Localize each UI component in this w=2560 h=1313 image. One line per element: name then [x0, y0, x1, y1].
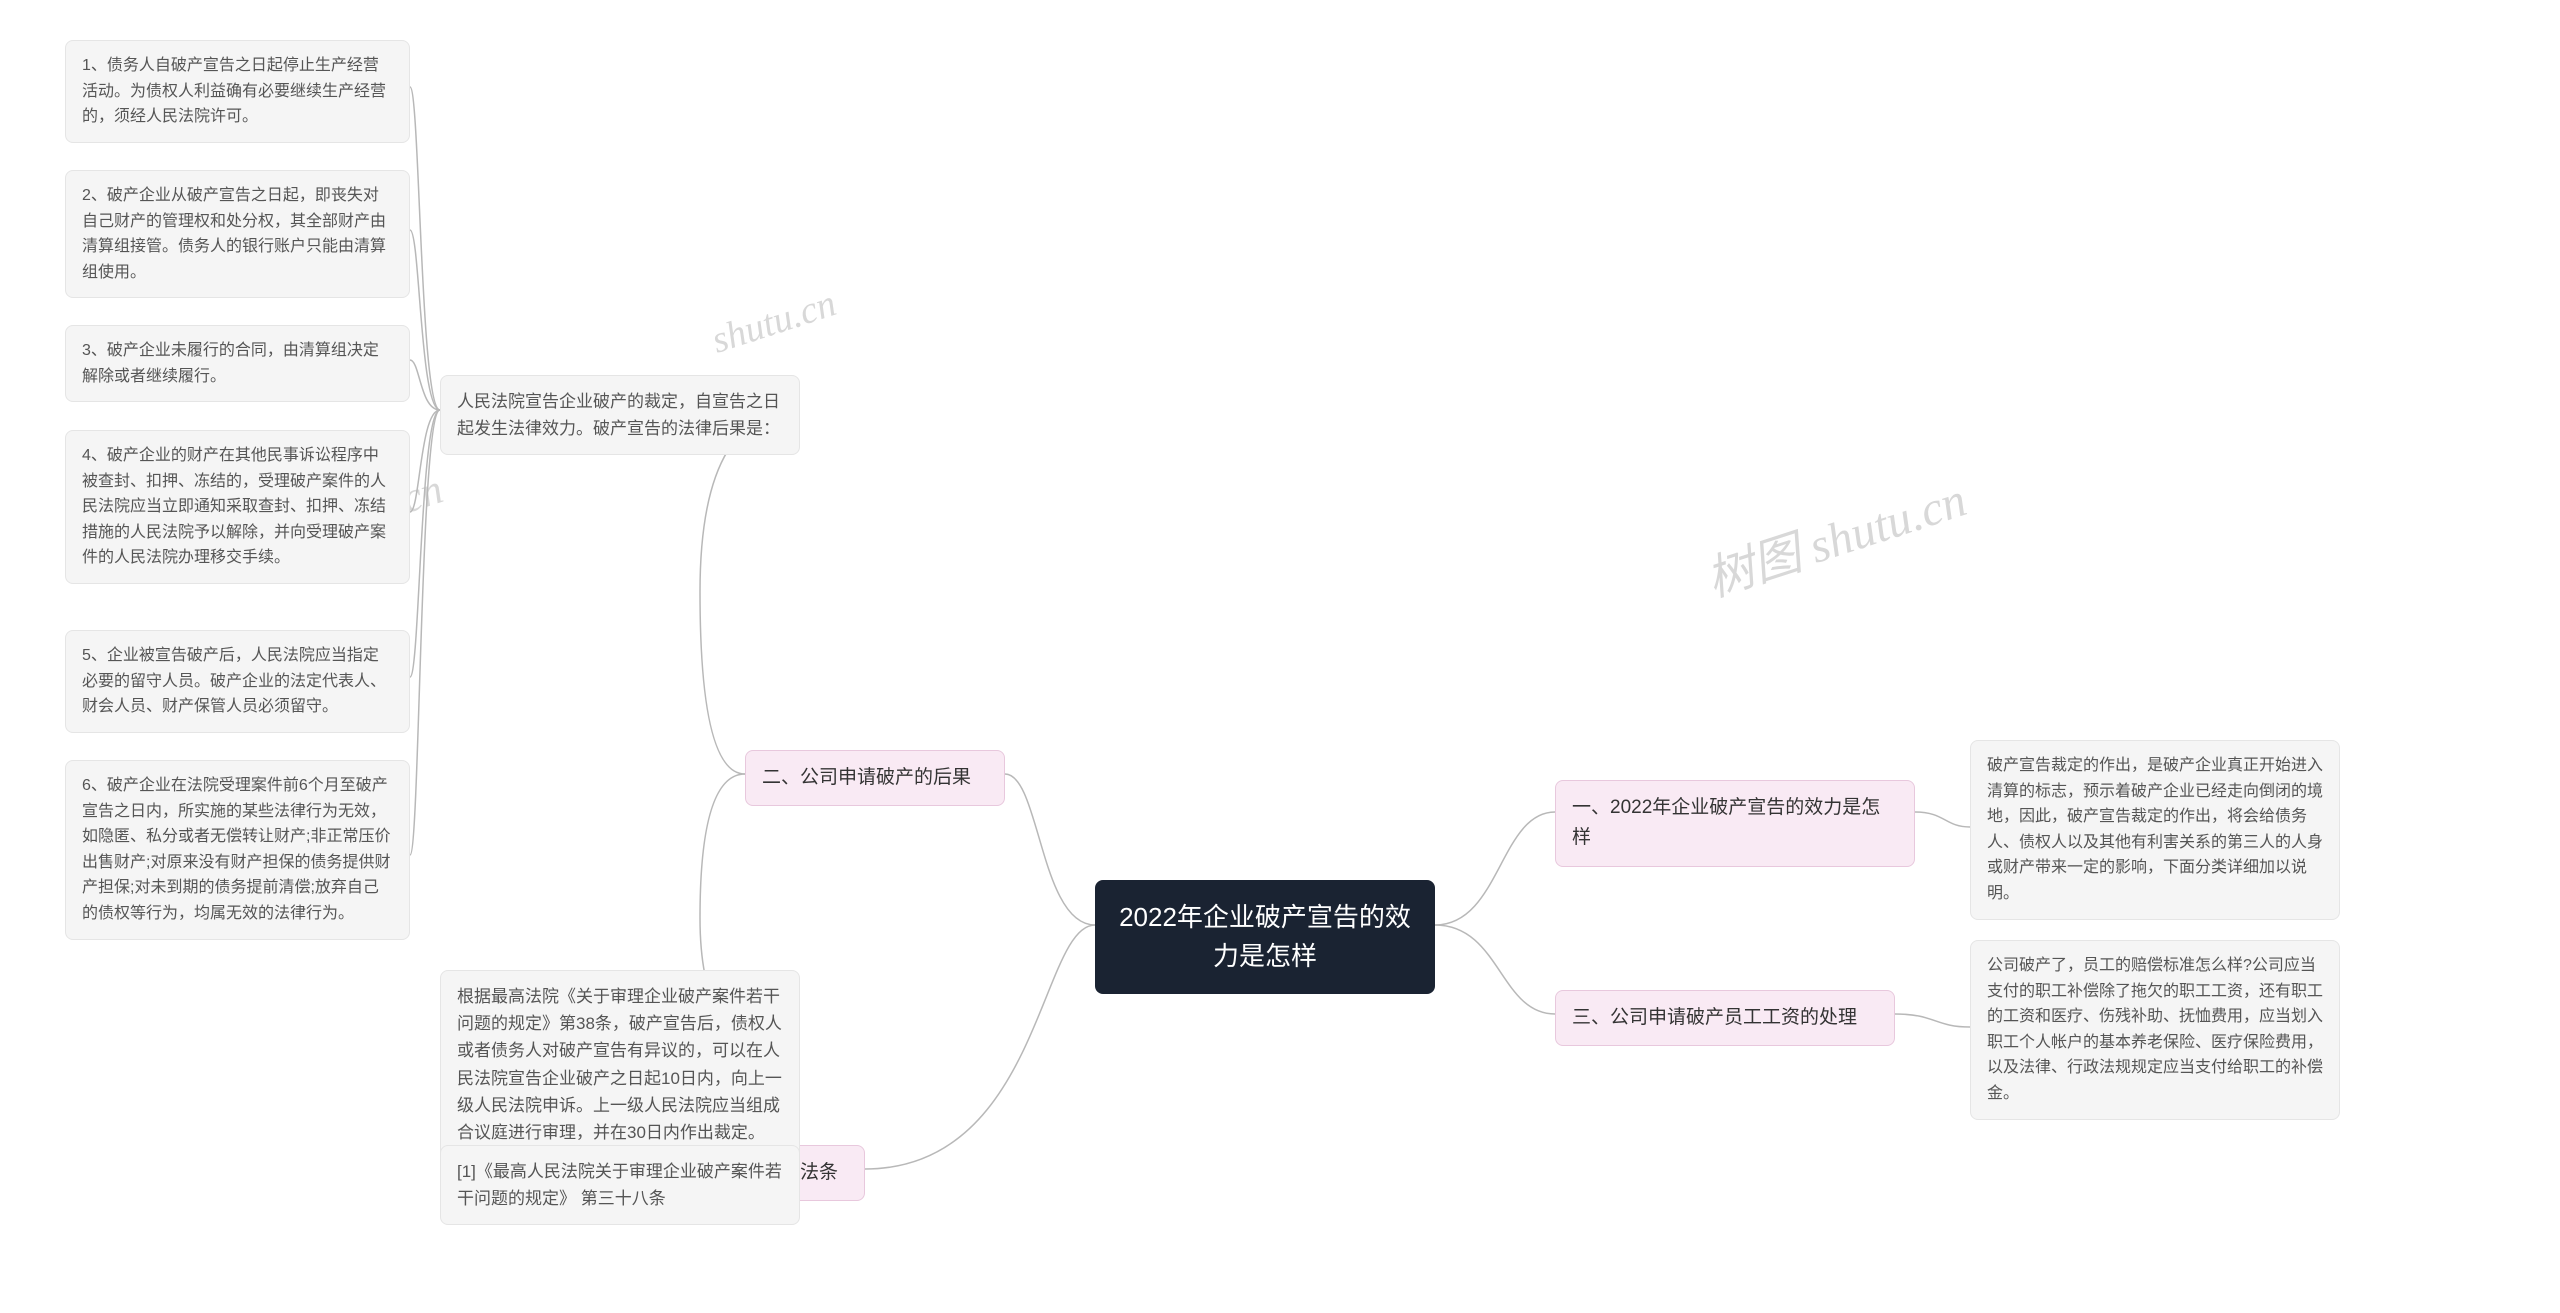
- leaf-1-text: 1、债务人自破产宣告之日起停止生产经营活动。为债权人利益确有必要继续生产经营的，…: [82, 57, 386, 125]
- leaf-6: 6、破产企业在法院受理案件前6个月至破产宣告之日内，所实施的某些法律行为无效，如…: [65, 760, 410, 940]
- leaf-2-text: 2、破产企业从破产宣告之日起，即丧失对自己财产的管理权和处分权，其全部财产由清算…: [82, 187, 386, 281]
- sub-b2-2: 根据最高法院《关于审理企业破产案件若干问题的规定》第38条，破产宣告后，债权人或…: [440, 970, 800, 1159]
- leaf-6-text: 6、破产企业在法院受理案件前6个月至破产宣告之日内，所实施的某些法律行为无效，如…: [82, 777, 390, 922]
- branch-2: 二、公司申请破产的后果: [745, 750, 1005, 806]
- leaf-4: 4、破产企业的财产在其他民事诉讼程序中被查封、扣押、冻结的，受理破产案件的人民法…: [65, 430, 410, 584]
- branch-3-text: 三、公司申请破产员工工资的处理: [1572, 1007, 1857, 1028]
- leaf-1: 1、债务人自破产宣告之日起停止生产经营活动。为债权人利益确有必要继续生产经营的，…: [65, 40, 410, 143]
- sub-b4-1-text: [1]《最高人民法院关于审理企业破产案件若干问题的规定》 第三十八条: [457, 1162, 782, 1208]
- sub-b2-2-text: 根据最高法院《关于审理企业破产案件若干问题的规定》第38条，破产宣告后，债权人或…: [457, 987, 782, 1142]
- leaf-3-text: 3、破产企业未履行的合同，由清算组决定解除或者继续履行。: [82, 342, 379, 385]
- leaf-2: 2、破产企业从破产宣告之日起，即丧失对自己财产的管理权和处分权，其全部财产由清算…: [65, 170, 410, 298]
- leaf-5-text: 5、企业被宣告破产后，人民法院应当指定必要的留守人员。破产企业的法定代表人、财会…: [82, 647, 386, 715]
- leaf-b1-1-text: 破产宣告裁定的作出，是破产企业真正开始进入清算的标志，预示着破产企业已经走向倒闭…: [1987, 757, 2323, 902]
- watermark-3: 树图 shutu.cn: [1696, 460, 1974, 610]
- leaf-b3-1-text: 公司破产了，员工的赔偿标准怎么样?公司应当支付的职工补偿除了拖欠的职工工资，还有…: [1987, 957, 2323, 1102]
- leaf-4-text: 4、破产企业的财产在其他民事诉讼程序中被查封、扣押、冻结的，受理破产案件的人民法…: [82, 447, 386, 566]
- sub-b2-1-text: 人民法院宣告企业破产的裁定，自宣告之日起发生法律效力。破产宣告的法律后果是：: [457, 392, 780, 438]
- root-text: 2022年企业破产宣告的效力是怎样: [1119, 902, 1411, 971]
- leaf-b1-1: 破产宣告裁定的作出，是破产企业真正开始进入清算的标志，预示着破产企业已经走向倒闭…: [1970, 740, 2340, 920]
- sub-b2-1: 人民法院宣告企业破产的裁定，自宣告之日起发生法律效力。破产宣告的法律后果是：: [440, 375, 800, 455]
- branch-3: 三、公司申请破产员工工资的处理: [1555, 990, 1895, 1046]
- root-node: 2022年企业破产宣告的效力是怎样: [1095, 880, 1435, 994]
- watermark-2: shutu.cn: [706, 281, 841, 362]
- leaf-5: 5、企业被宣告破产后，人民法院应当指定必要的留守人员。破产企业的法定代表人、财会…: [65, 630, 410, 733]
- branch-1: 一、2022年企业破产宣告的效力是怎样: [1555, 780, 1915, 867]
- leaf-b3-1: 公司破产了，员工的赔偿标准怎么样?公司应当支付的职工补偿除了拖欠的职工工资，还有…: [1970, 940, 2340, 1120]
- leaf-3: 3、破产企业未履行的合同，由清算组决定解除或者继续履行。: [65, 325, 410, 402]
- sub-b4-1: [1]《最高人民法院关于审理企业破产案件若干问题的规定》 第三十八条: [440, 1145, 800, 1225]
- branch-2-text: 二、公司申请破产的后果: [762, 767, 971, 788]
- branch-1-text: 一、2022年企业破产宣告的效力是怎样: [1572, 797, 1880, 848]
